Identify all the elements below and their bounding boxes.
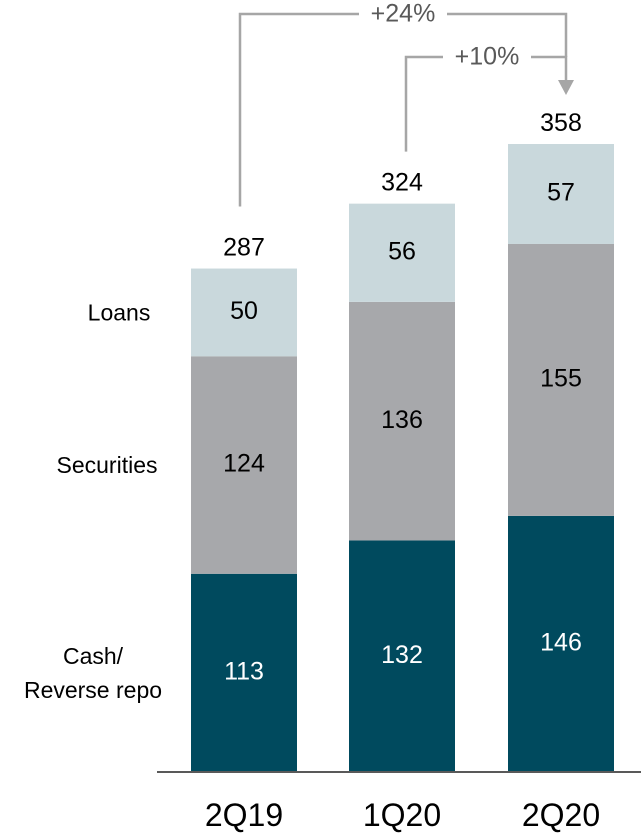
segment-value-label: 50 [230,297,258,325]
series-label-loans: Loans [88,299,151,325]
series-label-cash-reverse-repo: Cash/Reverse repo [24,643,162,703]
bar-segment-cash-reverse-repo-1q20 [349,540,455,772]
bar-segment-cash-reverse-repo-2q19 [191,573,297,772]
total-value-label: 287 [223,234,265,262]
segment-value-label: 56 [388,237,416,265]
bar-segment-securities-2q20 [508,243,614,516]
growth-bracket-right [531,55,568,84]
segment-value-label: 132 [381,641,423,669]
bar-segment-securities-1q20 [349,301,455,541]
growth-label: +24% [371,0,436,28]
growth-bracket-left [404,55,443,152]
category-label-2q19: 2Q19 [205,797,283,833]
bar-segment-securities-2q19 [191,356,297,574]
segment-value-label: 57 [547,179,575,207]
bar-segment-cash-reverse-repo-2q20 [508,515,614,772]
segment-value-label: 155 [540,365,582,393]
growth-bracket-left [238,12,359,207]
series-label-securities: Securities [57,452,158,478]
bars-layer [157,144,641,773]
total-value-label: 358 [540,109,582,137]
total-value-label: 324 [381,169,423,197]
category-label-1q20: 1Q20 [363,797,441,833]
bar-segment-loans-2q20 [508,144,614,244]
segment-value-label: 136 [381,406,423,434]
labels-layer: 113 124 50 287 2Q19 132 136 56 324 1Q20 146 155 57 35… [24,109,600,833]
growth-arrowhead [558,80,574,95]
segment-value-label: 146 [540,629,582,657]
growth-annotations: +24% +10% [238,0,574,207]
segment-value-label: 113 [224,657,264,685]
segment-value-label: 124 [223,450,265,478]
growth-label: +10% [455,43,520,71]
bar-segment-loans-2q19 [191,268,297,357]
category-label-2q20: 2Q20 [522,797,600,833]
bar-segment-loans-1q20 [349,203,455,302]
growth-bracket-right [447,12,568,57]
